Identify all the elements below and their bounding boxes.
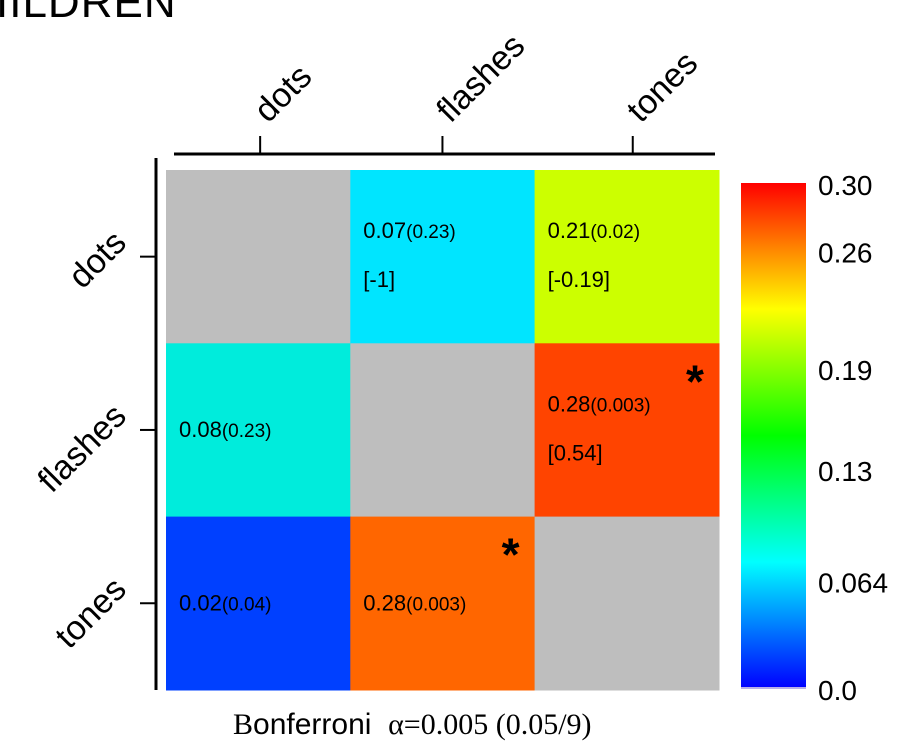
- footer-alpha: α=0.005 (0.05/9): [388, 708, 592, 741]
- column-label: dots: [247, 57, 319, 129]
- footer-note: Bonferroni α=0.005 (0.05/9): [233, 708, 592, 742]
- colorbar-tick-label: 0.26: [818, 237, 873, 268]
- cell-value-label: 0.21(0.02): [548, 218, 640, 243]
- footer-onferroni: onferroni: [253, 708, 372, 741]
- colorbar-tick-label: 0.0: [818, 675, 857, 706]
- cell-value-label: 0.28(0.003): [363, 590, 466, 615]
- cell-p-value: (0.23): [222, 421, 272, 442]
- column-label: tones: [620, 44, 706, 130]
- heatmap-cell: [166, 170, 351, 344]
- heatmap-cell: [166, 343, 351, 518]
- row-label: dots: [61, 223, 133, 295]
- colorbar-tick-label: 0.064: [818, 567, 888, 598]
- colorbar: [741, 183, 806, 688]
- heatmap-cell: [166, 516, 351, 691]
- cell-value-label: 0.07(0.23): [363, 218, 455, 243]
- significance-star: *: [502, 529, 520, 581]
- colorbar-tick-label: 0.19: [818, 355, 873, 386]
- top-title: IILDREN: [0, 0, 177, 27]
- significance-star: *: [686, 355, 704, 407]
- heatmap-cell: [350, 343, 536, 518]
- heatmap-cell: [534, 170, 720, 344]
- colorbar-tick-label: 0.13: [818, 456, 873, 487]
- cell-bracket-label: [-1]: [363, 267, 395, 292]
- cell-bracket-label: [0.54]: [548, 440, 603, 465]
- row-label: flashes: [31, 397, 134, 500]
- heatmap-cell: [350, 516, 536, 691]
- row-label: tones: [48, 570, 134, 656]
- heatmap-cell: [534, 343, 720, 518]
- cell-value-label: 0.02(0.04): [179, 590, 271, 615]
- cell-p-value: (0.02): [590, 222, 640, 243]
- heatmap-cell: [534, 516, 720, 691]
- column-label: flashes: [429, 27, 532, 130]
- cell-value-label: 0.08(0.23): [179, 417, 271, 442]
- cell-value-label: 0.28(0.003): [548, 391, 651, 416]
- colorbar-tick-label: 0.30: [818, 170, 873, 201]
- cell-p-value: (0.23): [406, 222, 456, 243]
- cell-p-value: (0.04): [222, 594, 272, 615]
- heatmap-cell: [350, 170, 536, 344]
- footer-b: B: [233, 708, 254, 741]
- cell-p-value: (0.003): [406, 594, 466, 615]
- cell-bracket-label: [-0.19]: [548, 267, 610, 292]
- cell-p-value: (0.003): [590, 395, 650, 416]
